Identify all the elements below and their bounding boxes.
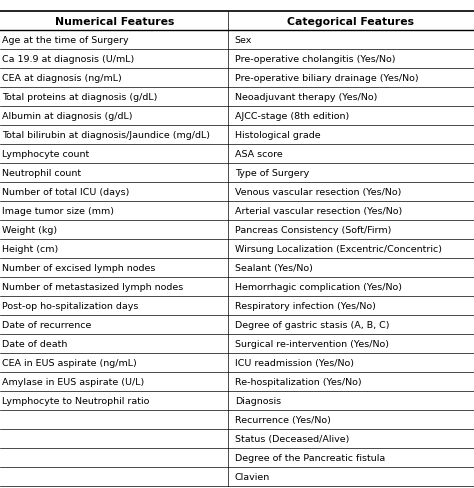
Text: Type of Surgery: Type of Surgery <box>235 169 309 178</box>
Text: Respiratory infection (Yes/No): Respiratory infection (Yes/No) <box>235 301 375 310</box>
Text: Degree of the Pancreatic fistula: Degree of the Pancreatic fistula <box>235 453 385 462</box>
Text: Surgical re-intervention (Yes/No): Surgical re-intervention (Yes/No) <box>235 339 389 348</box>
Text: Weight (kg): Weight (kg) <box>2 225 57 234</box>
Text: Image tumor size (mm): Image tumor size (mm) <box>2 206 114 216</box>
Text: Pre-operative biliary drainage (Yes/No): Pre-operative biliary drainage (Yes/No) <box>235 74 418 83</box>
Text: CEA at diagnosis (ng/mL): CEA at diagnosis (ng/mL) <box>2 74 122 83</box>
Text: Sex: Sex <box>235 36 252 45</box>
Text: Pre-operative cholangitis (Yes/No): Pre-operative cholangitis (Yes/No) <box>235 55 395 64</box>
Text: Number of excised lymph nodes: Number of excised lymph nodes <box>2 264 156 272</box>
Text: Height (cm): Height (cm) <box>2 244 59 253</box>
Text: CEA in EUS aspirate (ng/mL): CEA in EUS aspirate (ng/mL) <box>2 358 137 367</box>
Text: Recurrence (Yes/No): Recurrence (Yes/No) <box>235 415 330 424</box>
Text: Re-hospitalization (Yes/No): Re-hospitalization (Yes/No) <box>235 377 361 386</box>
Text: Diagnosis: Diagnosis <box>235 396 281 405</box>
Text: Date of death: Date of death <box>2 339 68 348</box>
Text: Lymphocyte to Neutrophil ratio: Lymphocyte to Neutrophil ratio <box>2 396 150 405</box>
Text: ASA score: ASA score <box>235 150 283 159</box>
Text: Ca 19.9 at diagnosis (U/mL): Ca 19.9 at diagnosis (U/mL) <box>2 55 135 64</box>
Text: Total proteins at diagnosis (g/dL): Total proteins at diagnosis (g/dL) <box>2 93 158 102</box>
Text: Venous vascular resection (Yes/No): Venous vascular resection (Yes/No) <box>235 187 401 197</box>
Text: Hemorrhagic complication (Yes/No): Hemorrhagic complication (Yes/No) <box>235 282 401 291</box>
Text: AJCC-stage (8th edition): AJCC-stage (8th edition) <box>235 112 349 121</box>
Text: Numerical Features: Numerical Features <box>55 17 174 27</box>
Text: Pancreas Consistency (Soft/Firm): Pancreas Consistency (Soft/Firm) <box>235 225 391 234</box>
Text: Age at the time of Surgery: Age at the time of Surgery <box>2 36 129 45</box>
Text: Arterial vascular resection (Yes/No): Arterial vascular resection (Yes/No) <box>235 206 402 216</box>
Text: Wirsung Localization (Excentric/Concentric): Wirsung Localization (Excentric/Concentr… <box>235 244 442 253</box>
Text: Number of metastasized lymph nodes: Number of metastasized lymph nodes <box>2 282 183 291</box>
Text: Number of total ICU (days): Number of total ICU (days) <box>2 187 130 197</box>
Text: Date of recurrence: Date of recurrence <box>2 320 92 329</box>
Text: Post-op ho-spitalization days: Post-op ho-spitalization days <box>2 301 139 310</box>
Text: Categorical Features: Categorical Features <box>287 17 414 27</box>
Text: Sealant (Yes/No): Sealant (Yes/No) <box>235 264 312 272</box>
Text: Clavien: Clavien <box>235 471 270 481</box>
Text: ICU readmission (Yes/No): ICU readmission (Yes/No) <box>235 358 354 367</box>
Text: Histological grade: Histological grade <box>235 131 320 140</box>
Text: Status (Deceased/Alive): Status (Deceased/Alive) <box>235 434 349 443</box>
Text: Neutrophil count: Neutrophil count <box>2 169 82 178</box>
Text: Lymphocyte count: Lymphocyte count <box>2 150 90 159</box>
Text: Albumin at diagnosis (g/dL): Albumin at diagnosis (g/dL) <box>2 112 133 121</box>
Text: Degree of gastric stasis (A, B, C): Degree of gastric stasis (A, B, C) <box>235 320 389 329</box>
Text: Neoadjuvant therapy (Yes/No): Neoadjuvant therapy (Yes/No) <box>235 93 377 102</box>
Text: Total bilirubin at diagnosis/Jaundice (mg/dL): Total bilirubin at diagnosis/Jaundice (m… <box>2 131 210 140</box>
Text: Amylase in EUS aspirate (U/L): Amylase in EUS aspirate (U/L) <box>2 377 145 386</box>
